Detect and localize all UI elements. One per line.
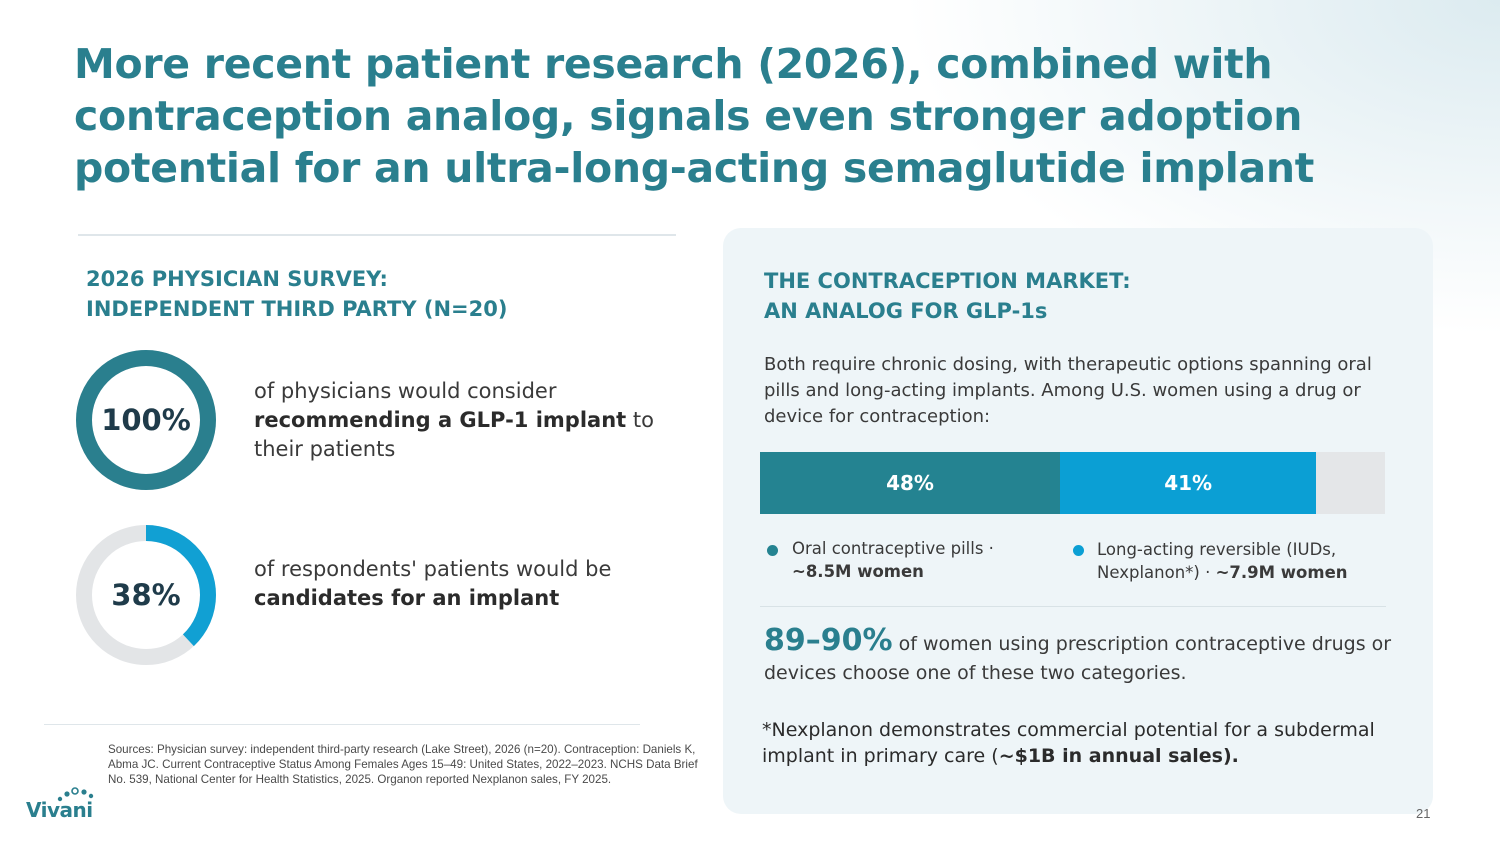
sources-divider	[44, 724, 640, 725]
heading-line-2: INDEPENDENT THIRD PARTY (N=20)	[86, 297, 508, 321]
logo-wordmark: Vivani	[26, 798, 93, 822]
market-share-text: of women using prescription contraceptiv…	[764, 633, 1392, 684]
donut-svg	[76, 525, 216, 665]
physician-survey-heading: 2026 PHYSICIAN SURVEY: INDEPENDENT THIRD…	[86, 264, 686, 324]
bar-segment-oral: 48%	[760, 452, 1060, 514]
stat-text-post: to their patients	[254, 408, 654, 461]
stat-description-physicians: of physicians would consider recommendin…	[254, 377, 674, 464]
donut-chart-candidates: 38%	[74, 523, 218, 667]
legend-item-long-acting: Long-acting reversible (IUDs, Nexplanon*…	[1097, 538, 1397, 584]
stat-text-pre: of respondents' patients would be	[254, 557, 612, 581]
contraception-market-panel	[723, 228, 1433, 814]
panel-heading-line-1: THE CONTRACEPTION MARKET:	[764, 269, 1131, 293]
legend-text: Long-acting reversible (IUDs, Nexplanon*…	[1097, 540, 1337, 582]
donut-arc	[76, 350, 216, 490]
page-number: 21	[1416, 806, 1431, 821]
panel-divider	[760, 606, 1386, 607]
market-share-stat: 89–90% of women using prescription contr…	[764, 626, 1414, 688]
page-title: More recent patient research (2026), com…	[74, 40, 1315, 192]
note-text: *Nexplanon demonstrates commercial poten…	[762, 719, 1375, 767]
donut-value: 38%	[111, 578, 181, 612]
stat-description-candidates: of respondents' patients would be candid…	[254, 555, 674, 613]
market-share-number: 89–90%	[764, 623, 893, 658]
logo-dots-icon	[57, 787, 94, 802]
note-bold: ~$1B in annual sales).	[998, 745, 1239, 767]
stat-text-pre: of physicians would consider	[254, 379, 557, 403]
contraception-market-heading: THE CONTRACEPTION MARKET: AN ANALOG FOR …	[764, 266, 1404, 326]
vivani-logo: Vivani	[26, 786, 106, 826]
contraception-stacked-bar: 48% 41%	[760, 452, 1385, 514]
legend-bold: ~7.9M women	[1215, 563, 1348, 582]
sources-footnote: Sources: Physician survey: independent t…	[108, 743, 698, 786]
donut-arc	[76, 525, 216, 665]
stat-text-bold: candidates for an implant	[254, 586, 560, 610]
panel-heading-line-2: AN ANALOG FOR GLP-1s	[764, 299, 1048, 323]
donut-chart-physicians: 100%	[74, 348, 218, 492]
heading-line-1: 2026 PHYSICIAN SURVEY:	[86, 267, 388, 291]
donut-value: 100%	[101, 403, 191, 437]
legend-dot-long-acting	[1073, 545, 1084, 556]
nexplanon-note: *Nexplanon demonstrates commercial poten…	[762, 717, 1412, 769]
bar-segment-long-acting: 41%	[1060, 452, 1317, 514]
legend-dot-oral	[767, 545, 778, 556]
donut-svg	[76, 350, 216, 490]
left-divider	[78, 234, 676, 236]
legend-item-oral: Oral contraceptive pills · ~8.5M women	[792, 537, 1052, 583]
legend-bold: ~8.5M women	[792, 562, 924, 581]
legend-text: Oral contraceptive pills ·	[792, 539, 994, 558]
panel-intro-text: Both require chronic dosing, with therap…	[764, 354, 1372, 427]
stat-text-bold: recommending a GLP-1 implant	[254, 408, 627, 432]
